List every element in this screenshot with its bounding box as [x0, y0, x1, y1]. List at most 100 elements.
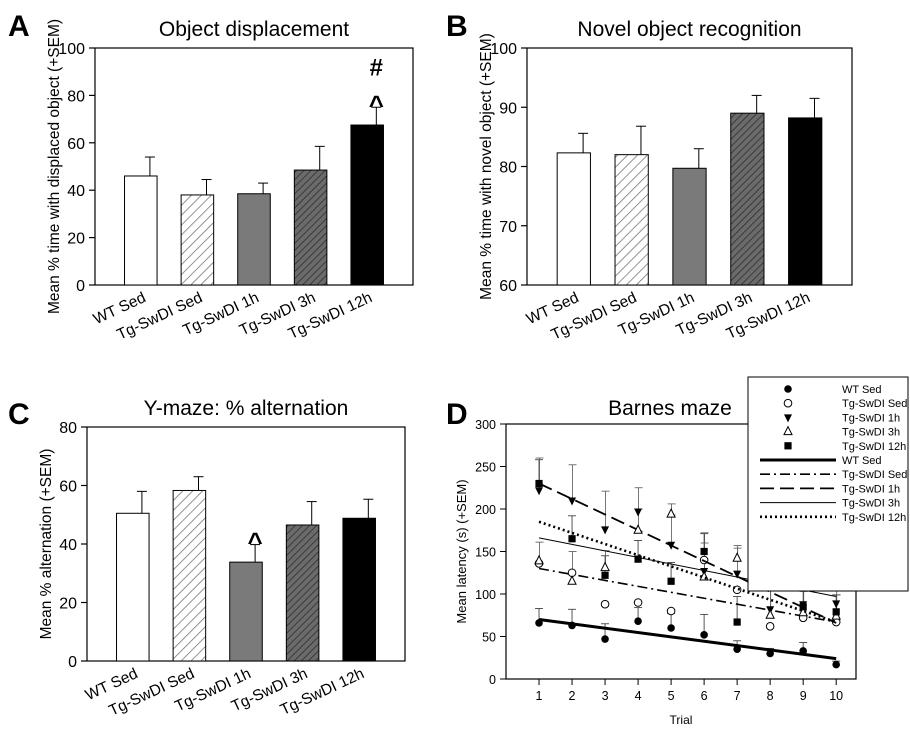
data-point: [667, 577, 675, 585]
x-tick-label: 10: [829, 689, 843, 703]
panel-a-bar-chart: Object displacement Mean % time with disp…: [46, 18, 414, 344]
y-tick-label: 60: [59, 479, 77, 496]
panel-letter-a: A: [8, 10, 30, 43]
data-point: [799, 603, 807, 611]
legend-label: Tg-SwDI Sed: [842, 398, 907, 410]
x-tick-label: 6: [701, 689, 708, 703]
y-tick-label: 0: [489, 673, 496, 687]
bar-wt-sed: [124, 175, 158, 286]
y-tick-label: 60: [67, 136, 85, 153]
bar-tg-swdi-3h: [730, 112, 765, 286]
bar-tg-swdi-sed: [180, 194, 215, 286]
legend-label: Tg-SwDI 3h: [842, 427, 900, 439]
data-point: [799, 647, 807, 655]
regression-line-tg-swdi-1h: [538, 482, 837, 624]
x-tick-label: 8: [767, 689, 774, 703]
data-point: [634, 555, 642, 563]
data-point: [784, 385, 792, 393]
data-point: [783, 425, 793, 436]
data-point: [766, 649, 774, 658]
data-point: [733, 645, 741, 654]
bar-tg-swdi-3h: [285, 524, 320, 662]
y-tick-label: 40: [59, 537, 77, 554]
significance-marker: ^: [248, 527, 263, 557]
x-axis-label: Trial: [670, 713, 693, 727]
panel-letter-c: C: [8, 398, 30, 431]
y-tick-label: 150: [475, 546, 496, 560]
data-point: [700, 631, 708, 639]
y-axis-label: Mean % time with novel object (+SEM): [478, 33, 495, 300]
bar-tg-swdi-12h: [342, 517, 376, 662]
x-tick-label: 7: [734, 689, 741, 703]
panel-d-scatter-chart: Barnes maze Mean latency (s) (+SEM) Trial 0…: [454, 376, 909, 727]
legend-label: Tg-SwDI 12h: [842, 512, 906, 524]
x-tick-label: 4: [635, 689, 642, 703]
legend-label: Tg-SwDI Sed: [842, 469, 907, 481]
data-point: [633, 598, 643, 607]
y-tick-label: 20: [59, 596, 77, 613]
significance-marker: ^: [369, 89, 384, 119]
regression-line-wt-sed: [538, 618, 837, 661]
y-axis-label: Mean % time with displaced object (+SEM): [46, 19, 63, 314]
data-point: [783, 398, 793, 408]
y-tick-label: 60: [499, 278, 517, 295]
data-point: [666, 507, 676, 518]
data-point: [601, 635, 609, 643]
data-point: [667, 541, 676, 550]
y-tick-label: 200: [475, 503, 496, 517]
chart-title: Object displacement: [159, 18, 349, 41]
legend-label: WT Sed: [842, 455, 882, 467]
data-point: [600, 599, 610, 609]
y-tick-label: 100: [58, 41, 85, 58]
bar-tg-swdi-12h: [350, 124, 384, 286]
data-point: [535, 619, 543, 627]
data-point: [832, 600, 841, 609]
bar-tg-swdi-3h: [293, 169, 328, 286]
data-point: [732, 552, 742, 562]
data-point: [568, 535, 576, 543]
data-point: [733, 618, 741, 626]
bar-tg-swdi-12h: [788, 117, 823, 286]
y-axis-label: Mean % alternation (+SEM): [38, 449, 55, 640]
bar-wt-sed: [556, 152, 591, 286]
y-tick-label: 80: [499, 160, 517, 177]
y-tick-label: 90: [499, 100, 517, 117]
chart-title: Y-maze: % alternation: [144, 397, 349, 420]
y-tick-label: 20: [67, 231, 85, 248]
legend-box: [747, 376, 909, 592]
data-point: [784, 414, 792, 423]
panel-b-bar-chart: Novel object recognition Mean % time with…: [478, 18, 853, 344]
data-point: [534, 554, 544, 565]
legend-label: Tg-SwDI 1h: [842, 412, 900, 424]
data-point: [700, 547, 708, 556]
y-tick-label: 0: [76, 278, 85, 295]
y-tick-label: 100: [475, 588, 496, 602]
data-point: [784, 442, 792, 450]
bar-tg-swdi-sed: [614, 154, 649, 286]
data-point: [600, 561, 610, 572]
data-point: [832, 660, 840, 669]
bar-tg-swdi-sed: [172, 489, 207, 662]
x-tick-label: 9: [800, 689, 807, 703]
bar-tg-swdi-1h: [672, 167, 707, 286]
panel-c-bar-chart: Y-maze: % alternation Mean % alternation …: [38, 397, 406, 720]
chart-title: Barnes maze: [608, 397, 732, 420]
data-point: [633, 524, 643, 534]
y-tick-label: 250: [475, 461, 496, 475]
data-point: [733, 570, 742, 579]
legend-label: Tg-SwDI 3h: [842, 498, 900, 510]
data-point: [732, 585, 742, 595]
data-point: [832, 608, 840, 616]
chart-title: Novel object recognition: [577, 18, 801, 41]
data-point: [568, 621, 576, 630]
data-point: [634, 617, 642, 625]
legend-label: Tg-SwDI 1h: [842, 483, 900, 495]
regression-line-tg-swdi-12h: [538, 520, 837, 624]
y-tick-label: 300: [475, 418, 496, 432]
y-tick-label: 80: [67, 88, 85, 105]
y-axis-label: Mean latency (s) (+SEM): [454, 479, 469, 623]
y-tick-label: 70: [499, 219, 517, 236]
data-point: [601, 526, 610, 535]
x-tick-label: 3: [602, 689, 609, 703]
